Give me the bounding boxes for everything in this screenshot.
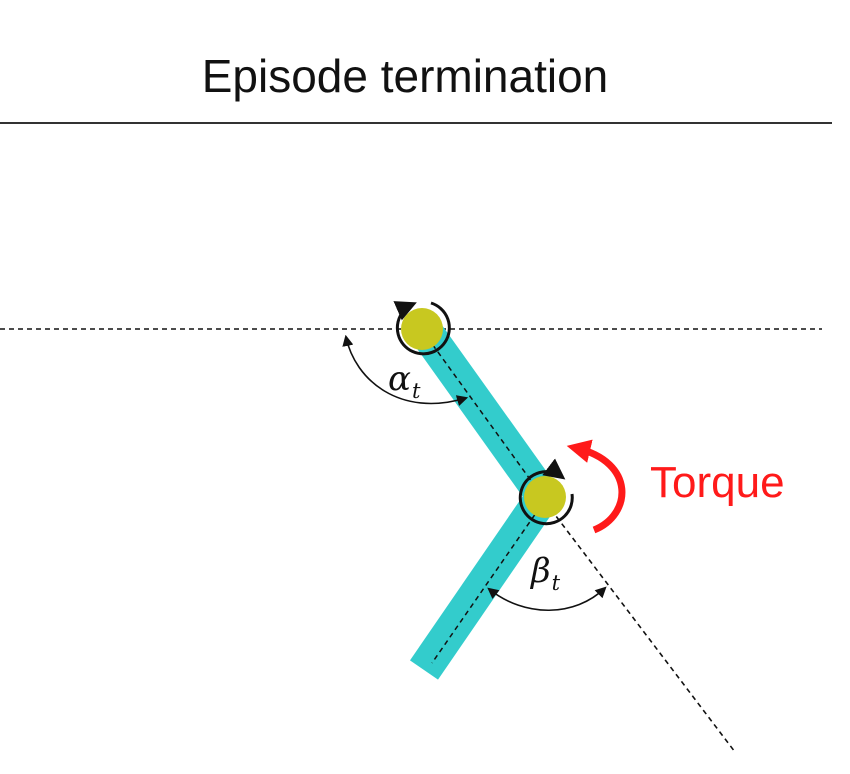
page-title: Episode termination (201, 50, 609, 102)
joint-2 (524, 476, 566, 518)
torque-label: Torque (650, 458, 785, 507)
beta-label: βt (529, 551, 561, 595)
alpha-label: αt (388, 359, 421, 403)
link2-centerline (431, 499, 546, 664)
joint-2-rotation-icon (518, 458, 574, 526)
torque-arrow-icon (566, 439, 626, 534)
link1-centerline (421, 329, 546, 501)
alpha-angle-arc (342, 334, 469, 406)
link1-extension-line (539, 494, 736, 753)
beta-angle-arc (487, 586, 607, 612)
title-divider (0, 122, 832, 124)
link-1 (412, 322, 555, 503)
joint-1 (401, 308, 443, 350)
